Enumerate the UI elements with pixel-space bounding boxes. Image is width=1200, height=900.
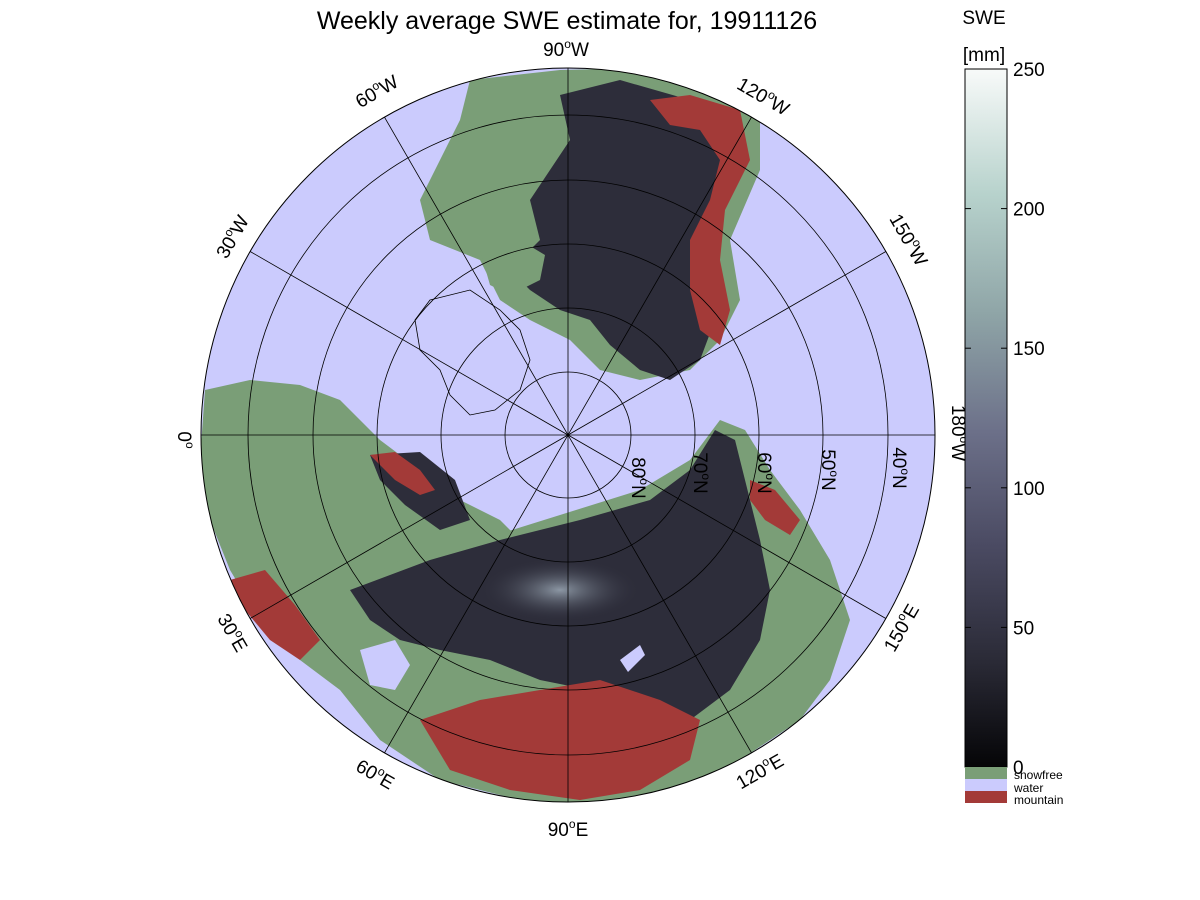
- colorbar-gradient: [964, 68, 1008, 768]
- colorbar-tick-label: 150: [1013, 339, 1045, 360]
- legend-swatch-snowfree: [965, 767, 1007, 779]
- latitude-labels: 80oN 70oN 60oN 50oN 40oN: [627, 447, 912, 499]
- mountain-kamchatka: [750, 480, 800, 535]
- legend-swatch-water: [965, 779, 1007, 791]
- lon-label-30w: 30oW: [210, 211, 254, 263]
- land-europe: [201, 380, 520, 650]
- category-legend: snowfree water mountain: [965, 767, 1063, 807]
- legend-label-mountain: mountain: [1014, 793, 1063, 807]
- mountain-scandinavia: [370, 452, 435, 495]
- lon-label-0: 0o: [173, 431, 197, 449]
- graticule: [200, 67, 936, 803]
- lat-label-70n: 70oN: [689, 452, 713, 494]
- map-title: Weekly average SWE estimate for, 1991112…: [317, 7, 817, 35]
- colorbar: SWE [mm] 250 200 150 100 50 0: [962, 8, 1044, 779]
- colorbar-tick-label: 200: [1013, 200, 1045, 221]
- colorbar-tick-label: 100: [1013, 479, 1045, 500]
- lat-label-50n: 50oN: [817, 449, 841, 491]
- caspian-black-sea: [360, 640, 410, 690]
- lon-label-180w: 180oW: [947, 405, 971, 461]
- colorbar-ticks: 250 200 150 100 50 0: [965, 60, 1045, 779]
- svg-text:60oN: 60oN: [753, 452, 777, 494]
- svg-text:40oN: 40oN: [888, 447, 912, 489]
- lon-label-90w: 90oW: [543, 37, 589, 61]
- mountain-europe: [230, 570, 320, 660]
- svg-text:150oW: 150oW: [885, 209, 934, 270]
- legend-label-snowfree: snowfree: [1014, 768, 1063, 782]
- lat-label-60n: 60oN: [753, 452, 777, 494]
- svg-text:90oW: 90oW: [543, 37, 589, 61]
- lon-label-90e: 90oE: [548, 817, 589, 841]
- meridian-150e-30w: [249, 251, 887, 619]
- snow-depth-core: [480, 558, 640, 622]
- colorbar-title-line2: [mm]: [963, 45, 1005, 66]
- lon-label-150w: 150oW: [885, 209, 934, 270]
- svg-text:50oN: 50oN: [817, 449, 841, 491]
- legend-swatch-mountain: [965, 791, 1007, 803]
- svg-text:60oE: 60oE: [352, 753, 399, 794]
- lat-label-80n: 80oN: [627, 457, 651, 499]
- map-boundary: [200, 67, 936, 803]
- meridians: [201, 68, 935, 802]
- svg-text:70oN: 70oN: [689, 452, 713, 494]
- svg-text:30oW: 30oW: [210, 211, 254, 263]
- legend-label-water: water: [1013, 781, 1043, 795]
- snow-north-america: [510, 80, 720, 380]
- colorbar-title-line1: SWE: [962, 8, 1005, 29]
- colorbar-tick-label: 50: [1013, 618, 1034, 639]
- svg-text:180oW: 180oW: [947, 405, 971, 461]
- lon-label-60w: 60oW: [351, 69, 403, 113]
- svg-text:0o: 0o: [173, 431, 197, 449]
- lake-baikal: [620, 645, 645, 672]
- svg-text:90oE: 90oE: [548, 817, 589, 841]
- mountain-asia: [420, 680, 700, 800]
- land-hudson-area: [480, 240, 545, 295]
- mountain-rockies: [650, 95, 750, 345]
- svg-text:80oN: 80oN: [627, 457, 651, 499]
- lon-label-30e: 30oE: [213, 609, 254, 656]
- colorbar-tick-label: 0: [1013, 758, 1024, 779]
- svg-text:30oE: 30oE: [213, 609, 254, 656]
- colorbar-tick-label: 250: [1013, 60, 1045, 81]
- lon-label-60e: 60oE: [352, 753, 399, 794]
- polar-map: 90oW 120oW 150oW 180oW 150oE 120oE 90oE …: [173, 37, 971, 841]
- svg-text:60oW: 60oW: [351, 69, 403, 113]
- lat-label-40n: 40oN: [888, 447, 912, 489]
- land-layer: [201, 68, 850, 802]
